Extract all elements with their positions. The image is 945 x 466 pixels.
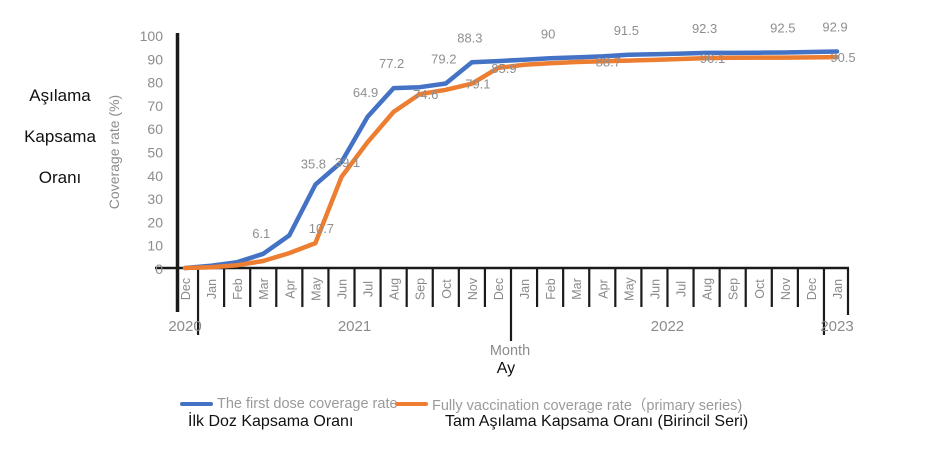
month-label: Jul [362,281,376,297]
month-label: Feb [231,278,245,300]
year-label: 2021 [338,318,371,335]
month-label: Sep [727,278,741,300]
data-label: 74.6 [413,87,438,102]
data-label: 92.9 [822,20,847,35]
data-label: 35.8 [301,157,326,172]
data-label: 10.7 [309,221,334,236]
month-label: Nov [466,277,480,300]
chart-side-title: Aşılama Kapsama Oranı [14,86,106,188]
month-label: Aug [388,278,402,300]
legend-fully-vaccinated-label-tr: Tam Aşılama Kapsama Oranı (Birincil Seri… [445,413,749,430]
year-label: 2022 [651,318,684,335]
y-tick-label: 20 [147,214,163,230]
legend-first-dose-label-tr: İlk Doz Kapsama Oranı [188,413,354,430]
legend-item-first-dose: The first dose coverage rate İlk Doz Kap… [180,396,398,431]
month-label: Jun [335,279,349,299]
month-label: Jul [675,281,689,297]
legend-first-dose-label-en: The first dose coverage rate [217,396,398,412]
side-title-line-1: Aşılama [29,86,91,105]
month-label: Jun [648,279,662,299]
data-label: 39.1 [335,155,360,170]
y-axis-title: Coverage rate (%) [106,95,122,209]
fully-vaccinated-line-swatch [395,401,428,407]
chart-legend: The first dose coverage rate İlk Doz Kap… [0,396,945,442]
data-label: 92.3 [692,21,717,36]
data-label: 64.9 [353,85,378,100]
side-title-line-2: Kapsama [24,127,96,146]
y-tick-label: 10 [147,238,163,254]
year-label: 2023 [820,318,853,335]
month-label: Jan [205,279,219,299]
month-label: May [622,276,636,300]
month-label: Aug [701,278,715,300]
data-label: 92.5 [770,20,795,35]
month-label: Apr [596,279,610,298]
y-tick-label: 100 [140,28,164,44]
data-label: 90.5 [830,50,855,65]
legend-fully-vaccinated-label-en: Fully vaccination coverage rate（primary … [432,397,743,414]
month-label: Mar [257,278,271,300]
data-label: 85.9 [491,61,516,76]
data-label: 79.1 [465,77,490,92]
data-label: 90.1 [700,51,725,66]
data-label: 6.1 [252,226,270,241]
data-label: 77.2 [379,56,404,71]
y-tick-label: 90 [147,51,163,67]
month-label: Jan [518,279,532,299]
y-tick-label: 60 [147,121,163,137]
month-label: Sep [414,278,428,300]
month-label: Dec [805,278,819,300]
year-label: 2020 [168,318,201,335]
y-tick-label: 70 [147,98,163,114]
month-label: Oct [440,279,454,299]
month-label: Dec [179,278,193,300]
side-title-line-3: Oranı [38,168,82,187]
x-axis-label-translation: Ay [496,360,516,377]
y-tick-label: 50 [147,145,163,161]
first-dose-line-swatch [180,401,213,407]
fully-vaccinated-line [182,54,840,271]
legend-item-fully-vaccinated: Fully vaccination coverage rate（primary … [395,396,748,431]
month-label: Nov [779,277,793,300]
data-label: 88.3 [457,30,482,45]
month-label: Mar [570,278,584,300]
month-label: Feb [544,278,558,300]
data-label: 90 [541,26,555,41]
month-label: May [309,276,323,300]
month-label: Jan [831,279,845,299]
y-tick-label: 40 [147,168,163,184]
data-label: 88.7 [596,54,621,69]
month-label: Apr [283,279,297,298]
data-label: 79.2 [431,51,456,66]
y-tick-label: 80 [147,75,163,91]
month-label: Dec [492,278,506,300]
y-tick-label: 0 [155,261,163,277]
y-tick-label: 30 [147,191,163,207]
month-label: Oct [753,279,767,299]
data-label: 91.5 [614,23,639,38]
first-dose-line [182,49,840,271]
x-axis-label: Month [489,343,531,359]
